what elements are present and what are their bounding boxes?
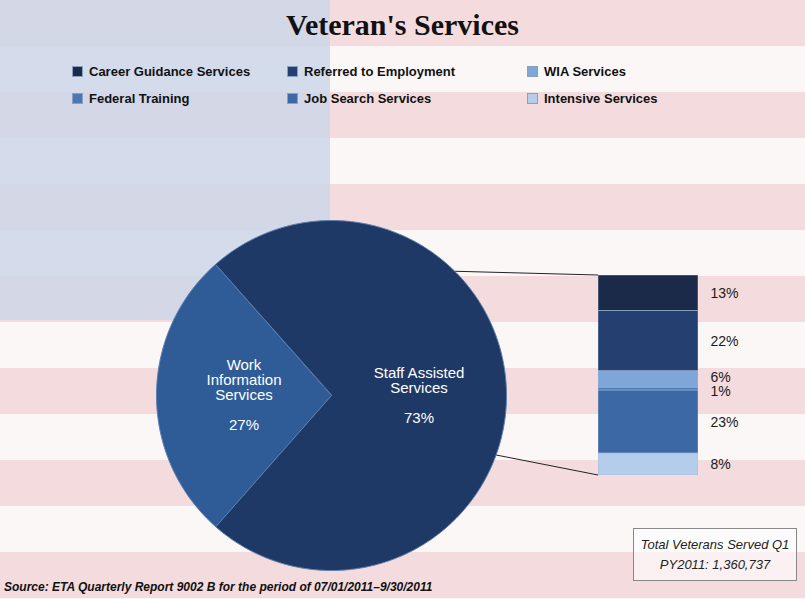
svg-text:8%: 8% <box>711 456 731 472</box>
svg-text:23%: 23% <box>711 414 739 430</box>
html-text:Source: ETA Quarterly Report 9: Source: ETA Quarterly Report 9002 B for … <box>4 580 433 594</box>
html-text:Referred to Employment: Referred to Employment <box>304 64 455 79</box>
svg-text:22%: 22% <box>711 333 739 349</box>
svg-text:1%: 1% <box>711 383 731 399</box>
svg-text:Staff AssistedServices73%: Staff AssistedServices73% <box>374 364 465 426</box>
html-text:Total Veterans Served Q1: Total Veterans Served Q1 <box>640 537 790 552</box>
html-text:WIA Services: WIA Services <box>544 64 626 79</box>
html-text:Veteran's Services: Veteran's Services <box>286 8 519 41</box>
svg-text:6%: 6% <box>710 368 731 385</box>
html-text:Career Guidance Services: Career Guidance Services <box>89 64 251 79</box>
svg-text:13%: 13% <box>711 285 739 301</box>
html-text:Federal Training: Federal Training <box>89 91 190 106</box>
html-text:Intensive Services: Intensive Services <box>544 91 658 106</box>
html-text:Job Search Services: Job Search Services <box>304 91 432 106</box>
html-text:PY2011: 1,360,737: PY2011: 1,360,737 <box>659 556 771 572</box>
svg-text:WorkInformationServices27%: WorkInformationServices27% <box>206 356 281 433</box>
